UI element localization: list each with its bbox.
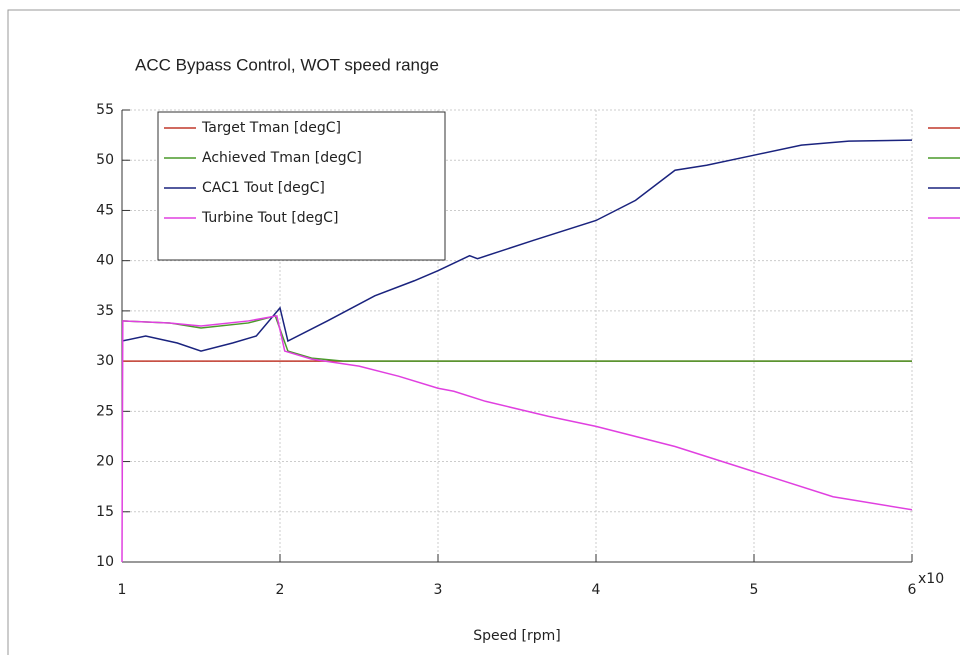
legend-label: CAC1 Tout [degC] <box>202 180 325 196</box>
x-tick-label: 5 <box>750 582 759 598</box>
y-tick-label: 55 <box>96 102 114 118</box>
x-tick-label: 6 <box>908 582 917 598</box>
y-tick-label: 35 <box>96 303 114 319</box>
y-tick-label: 40 <box>96 253 114 269</box>
legend-box <box>157 111 446 261</box>
line <box>121 315 913 563</box>
y-tick-label: 45 <box>96 202 114 218</box>
x-tick-label: 1 <box>118 582 127 598</box>
x-axis-label: Speed [rpm] <box>473 628 561 644</box>
legend-label: Target Tman [degC] <box>201 120 341 136</box>
frame <box>7 9 960 659</box>
y-tick-label: 30 <box>96 353 114 369</box>
legend-label: Achieved Tman [degC] <box>202 150 362 166</box>
y-tick-label: 25 <box>96 403 114 419</box>
y-tick-label: 10 <box>96 554 114 570</box>
legend-label: Turbine Tout [degC] <box>201 210 338 226</box>
x-tick-label: 3 <box>434 582 443 598</box>
x-multiplier: x10 <box>918 571 944 587</box>
y-tick-label: 15 <box>96 504 114 520</box>
x-tick-label: 2 <box>276 582 285 598</box>
chart-title: ACC Bypass Control, WOT speed range <box>135 55 439 74</box>
x-tick-label: 4 <box>592 582 601 598</box>
y-tick-label: 50 <box>96 152 114 168</box>
line <box>121 139 913 352</box>
y-tick-label: 20 <box>96 454 114 470</box>
